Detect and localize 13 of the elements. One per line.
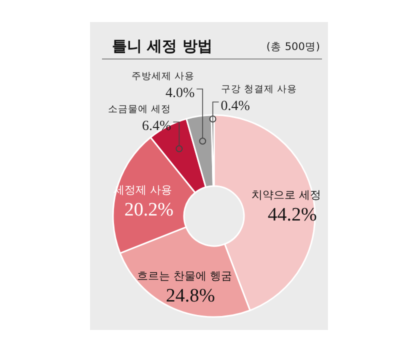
slice-label: 소금물에 세정 — [108, 104, 172, 115]
slice-label: 구강 청결제 사용 — [220, 84, 297, 95]
slice-label: 치약으로 세정 — [252, 188, 322, 202]
chart-title: 틀니 세정 방법 — [112, 37, 212, 55]
data-label: 44.2% — [268, 204, 317, 226]
slice-label: 주방세제 사용 — [132, 71, 195, 82]
data-label: 6.4% — [142, 119, 172, 134]
data-label: 24.8% — [166, 285, 216, 306]
chart-subtitle: (총 500명) — [266, 41, 320, 53]
data-label: 0.4% — [220, 99, 250, 114]
data-label: 4.0% — [165, 86, 195, 101]
slice-label: 흐르는 찬물에 헹굼 — [136, 269, 232, 282]
data-label: 20.2% — [124, 199, 174, 220]
